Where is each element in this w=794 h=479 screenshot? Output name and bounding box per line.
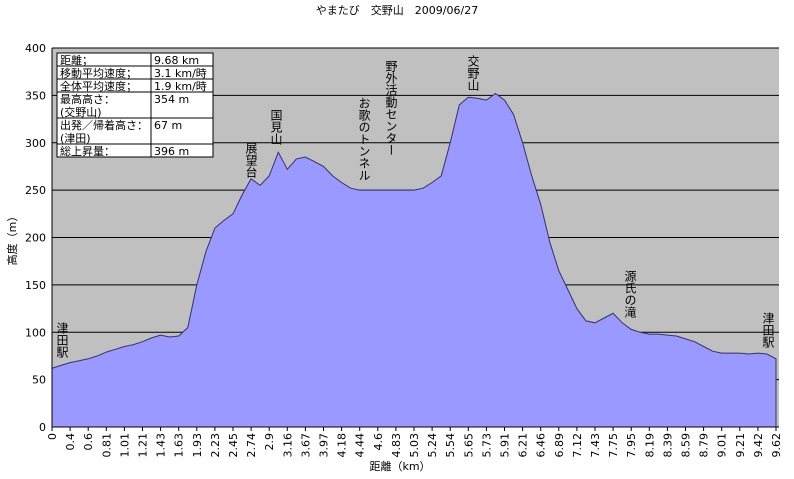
x-tick-label: 7.43	[589, 433, 602, 458]
x-tick-label: 6.46	[535, 433, 548, 458]
table-cell: 1.9 km/時	[154, 80, 207, 93]
x-tick-label: 1.43	[155, 433, 168, 458]
y-tick-label: 300	[25, 137, 46, 150]
x-tick-label: 3.16	[281, 433, 294, 458]
x-tick-label: 0	[46, 433, 59, 440]
y-tick-label: 100	[25, 326, 46, 339]
annotation: 交野山	[466, 54, 480, 91]
x-tick-label: 1.93	[191, 433, 204, 458]
x-tick-label: 7.12	[571, 433, 584, 458]
y-tick-label: 400	[25, 42, 46, 55]
y-tick-label: 200	[25, 232, 46, 245]
table-cell: 67 m	[154, 119, 182, 132]
x-tick-label: 0.6	[82, 433, 95, 451]
x-tick-label: 4.18	[336, 433, 349, 458]
table-cell: 354 m	[154, 93, 189, 106]
table-cell: 総上昇量：	[60, 144, 115, 158]
table-cell: 全体平均速度；	[60, 79, 137, 93]
x-tick-label: 1.63	[173, 433, 186, 458]
x-tick-label: 5.73	[480, 433, 493, 458]
x-tick-label: 1.21	[137, 433, 150, 458]
table-cell: 396 m	[154, 145, 189, 158]
annotation: 野外活動センター	[384, 60, 398, 156]
x-tick-label: 6.21	[517, 433, 530, 458]
x-tick-label: 9.42	[752, 433, 765, 458]
annotation: 津田駅	[761, 312, 775, 349]
x-tick-label: 3.67	[299, 433, 312, 458]
x-tick-label: 8.39	[661, 433, 674, 458]
x-tick-label: 2.45	[227, 433, 240, 458]
x-tick-label: 7.75	[607, 433, 620, 458]
x-tick-label: 2.23	[209, 433, 222, 458]
x-tick-label: 1.01	[118, 433, 131, 458]
x-tick-label: 4.44	[354, 433, 367, 458]
y-tick-label: 50	[32, 374, 46, 387]
chart-title: やまたび 交野山 2009/06/27	[316, 3, 478, 17]
x-tick-label: 8.59	[680, 433, 693, 458]
table-cell: (津田)	[60, 132, 91, 145]
x-tick-label: 5.54	[444, 433, 457, 458]
y-tick-label: 350	[25, 89, 46, 102]
x-tick-label: 2.9	[263, 433, 276, 451]
x-tick-label: 5.24	[426, 433, 439, 458]
annotation: 展望台	[244, 142, 258, 178]
x-tick-label: 8.19	[643, 433, 656, 458]
x-tick-label: 5.91	[499, 433, 512, 458]
x-tick-label: 8.79	[698, 433, 711, 458]
y-tick-label: 0	[39, 421, 46, 434]
x-tick-label: 5.03	[408, 433, 421, 458]
y-axis-label: 高度（m）	[5, 211, 19, 266]
area	[51, 92, 777, 428]
annotation: お歌のトンネル	[357, 97, 371, 181]
x-tick-label: 4.6	[372, 433, 385, 451]
x-tick-label: 6.89	[553, 433, 566, 458]
x-tick-label: 4.83	[390, 433, 403, 458]
x-tick-label: 2.74	[245, 433, 258, 458]
x-tick-label: 3.97	[318, 433, 331, 458]
x-tick-label: 5.65	[462, 433, 475, 458]
table-cell: 距離；	[60, 53, 93, 67]
table-cell: 移動平均速度；	[60, 66, 137, 80]
annotation: 源氏の滝	[623, 270, 637, 318]
table-cell: 9.68 km	[154, 54, 199, 67]
x-tick-label: 7.95	[625, 433, 638, 458]
table-cell: 3.1 km/時	[154, 67, 207, 80]
y-tick-label: 150	[25, 279, 46, 292]
x-tick-label: 0.81	[100, 433, 113, 458]
table-cell: 最高高さ：	[60, 92, 115, 106]
table-cell: 出発／帰着高さ：	[60, 118, 148, 132]
x-axis-label: 距離（km）	[369, 459, 430, 473]
x-tick-label: 9.62	[770, 433, 783, 458]
x-tick-label: 9.21	[734, 433, 747, 458]
x-tick-label: 0.4	[64, 433, 77, 451]
y-tick-label: 250	[25, 184, 46, 197]
annotation: 津田駅	[55, 322, 69, 359]
table-cell: (交野山)	[60, 105, 102, 119]
annotation: 国見山	[269, 109, 283, 145]
x-tick-label: 9.01	[716, 433, 729, 458]
info-table	[56, 52, 214, 158]
